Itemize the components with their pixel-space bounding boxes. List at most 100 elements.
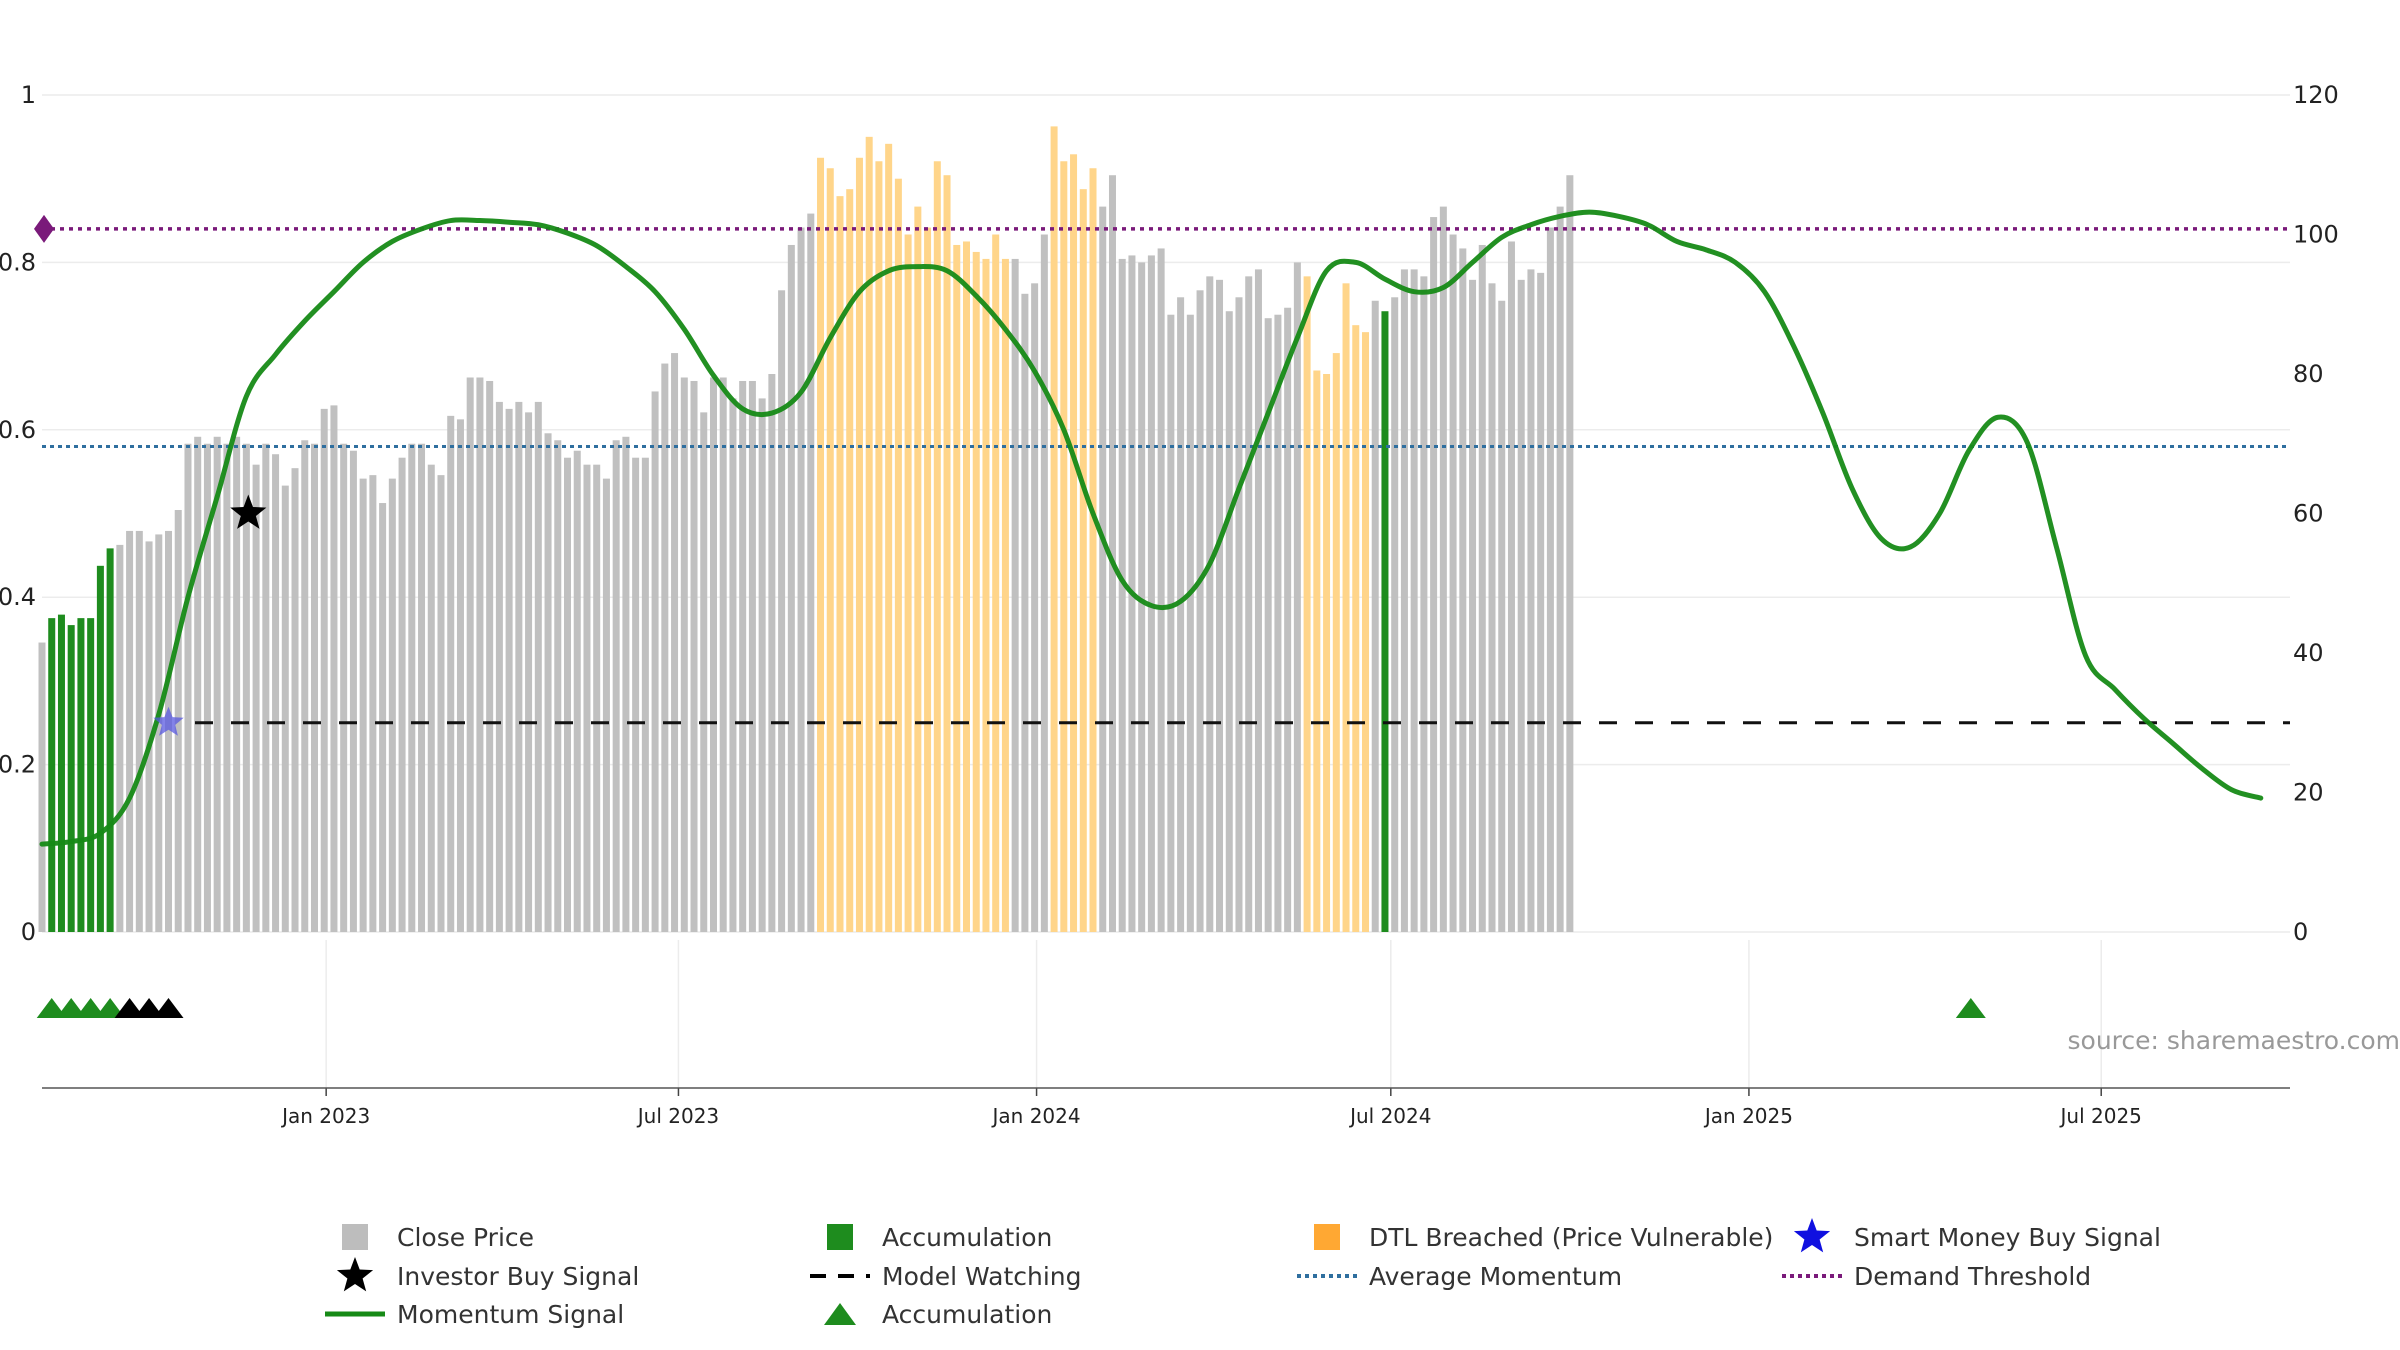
close-price-bar <box>1537 272 1545 932</box>
close-price-bar <box>340 443 348 932</box>
dtl-breached-bar <box>1313 370 1321 932</box>
source-label: source: sharemaestro.com <box>2068 1026 2400 1055</box>
close-price-bar <box>1254 269 1262 932</box>
dtl-breached-bar <box>962 241 971 933</box>
legend-item: Smart Money Buy Signal <box>1793 1218 2161 1253</box>
dtl-breached-bar <box>1001 258 1009 933</box>
dtl-breached-bar <box>1332 353 1340 932</box>
close-price-bar <box>1488 283 1496 932</box>
close-price-bar <box>408 443 416 932</box>
close-price-bar <box>1196 290 1204 932</box>
right-tick-label: 120 <box>2293 81 2339 109</box>
close-price-bar <box>184 443 192 932</box>
close-price-bar <box>651 391 659 932</box>
accumulation-bar <box>67 625 75 932</box>
close-price-bar <box>748 380 756 933</box>
close-price-bar <box>320 408 328 932</box>
investor-marker <box>114 998 145 1018</box>
accumulation-bar <box>48 618 56 932</box>
x-tick-label: Jul 2024 <box>1348 1104 1431 1128</box>
close-price-bar <box>1011 258 1019 933</box>
close-price-bar <box>554 440 562 932</box>
close-price-bar <box>1235 297 1243 932</box>
close-price-bar <box>427 464 435 932</box>
close-price-bar <box>1527 269 1535 932</box>
close-price-bar <box>1391 297 1399 932</box>
close-price-bar <box>418 443 426 932</box>
dtl-breached-bar <box>1352 325 1360 932</box>
close-price-bar <box>787 244 795 932</box>
right-tick-label: 80 <box>2293 360 2324 388</box>
dtl-breached-bar <box>1060 161 1068 932</box>
right-tick-label: 20 <box>2293 779 2324 807</box>
close-price-bar <box>456 419 464 932</box>
dtl-breached-bar <box>817 157 825 932</box>
dtl-breached-bar <box>865 136 873 933</box>
close-price-bar <box>671 353 679 932</box>
close-price-bar <box>709 377 717 932</box>
dtl-breached-bar <box>836 196 844 932</box>
left-tick-label: 0 <box>21 918 36 946</box>
close-price-bar <box>1459 248 1467 932</box>
close-price-bar <box>729 398 737 933</box>
close-price-bar <box>1118 258 1126 933</box>
left-tick-label: 0.4 <box>0 583 36 611</box>
accumulation-marker <box>36 998 67 1018</box>
x-tick-label: Jan 2025 <box>1703 1104 1793 1128</box>
close-price-bar <box>1031 283 1039 932</box>
close-price-bar <box>145 541 153 932</box>
close-price-bar <box>1177 297 1185 932</box>
close-price-bar <box>437 475 445 932</box>
legend-item: Average Momentum <box>1297 1262 1622 1291</box>
bars-layer <box>38 126 1574 933</box>
demand-threshold-marker <box>34 214 54 243</box>
right-tick-label: 60 <box>2293 500 2324 528</box>
close-price-bar <box>262 443 270 932</box>
close-price-bar <box>1371 300 1379 932</box>
close-price-bar <box>1147 255 1155 933</box>
close-price-bar <box>203 443 211 932</box>
close-price-bar <box>1264 318 1272 932</box>
investor-marker <box>134 998 165 1018</box>
close-price-bar <box>1138 262 1146 932</box>
legend-item: Momentum Signal <box>325 1300 624 1329</box>
close-price-bar <box>1186 314 1194 932</box>
close-price-bar <box>252 464 260 932</box>
close-price-bar <box>330 405 338 932</box>
close-price-bar <box>1420 276 1428 933</box>
x-tick-label: Jan 2024 <box>991 1104 1081 1128</box>
close-price-bar <box>700 412 708 932</box>
legend-symbol <box>1793 1218 1831 1253</box>
close-price-bar <box>1566 175 1574 932</box>
legend-item: Accumulation <box>824 1300 1052 1329</box>
close-price-bar <box>291 468 299 932</box>
close-price-bar <box>310 443 318 932</box>
close-price-bar <box>165 530 173 932</box>
legend-item: Accumulation <box>827 1223 1052 1252</box>
close-price-bar <box>661 363 669 933</box>
close-price-bar <box>38 642 46 932</box>
close-price-bar <box>797 227 805 932</box>
close-price-bar <box>515 401 523 932</box>
legend-label: DTL Breached (Price Vulnerable) <box>1369 1223 1773 1252</box>
close-price-bar <box>242 443 250 932</box>
left-tick-label: 1 <box>21 81 36 109</box>
dtl-breached-bar <box>894 178 902 932</box>
close-price-bar <box>359 478 367 932</box>
close-price-bar <box>778 290 786 932</box>
legend-symbol <box>342 1224 368 1250</box>
accumulation-bar <box>87 618 95 932</box>
accumulation-marker <box>56 998 87 1018</box>
close-price-bar <box>583 464 591 932</box>
legend-label: Momentum Signal <box>397 1300 624 1329</box>
accumulation-marker <box>1955 998 1986 1018</box>
close-price-bar <box>1157 248 1165 932</box>
close-price-bar <box>680 377 688 932</box>
close-price-bar <box>768 374 776 932</box>
investor-marker <box>153 998 184 1018</box>
close-price-bar <box>622 436 630 932</box>
accumulation-bar <box>96 565 104 932</box>
close-price-bar <box>1410 269 1418 932</box>
close-price-bar <box>758 398 766 933</box>
